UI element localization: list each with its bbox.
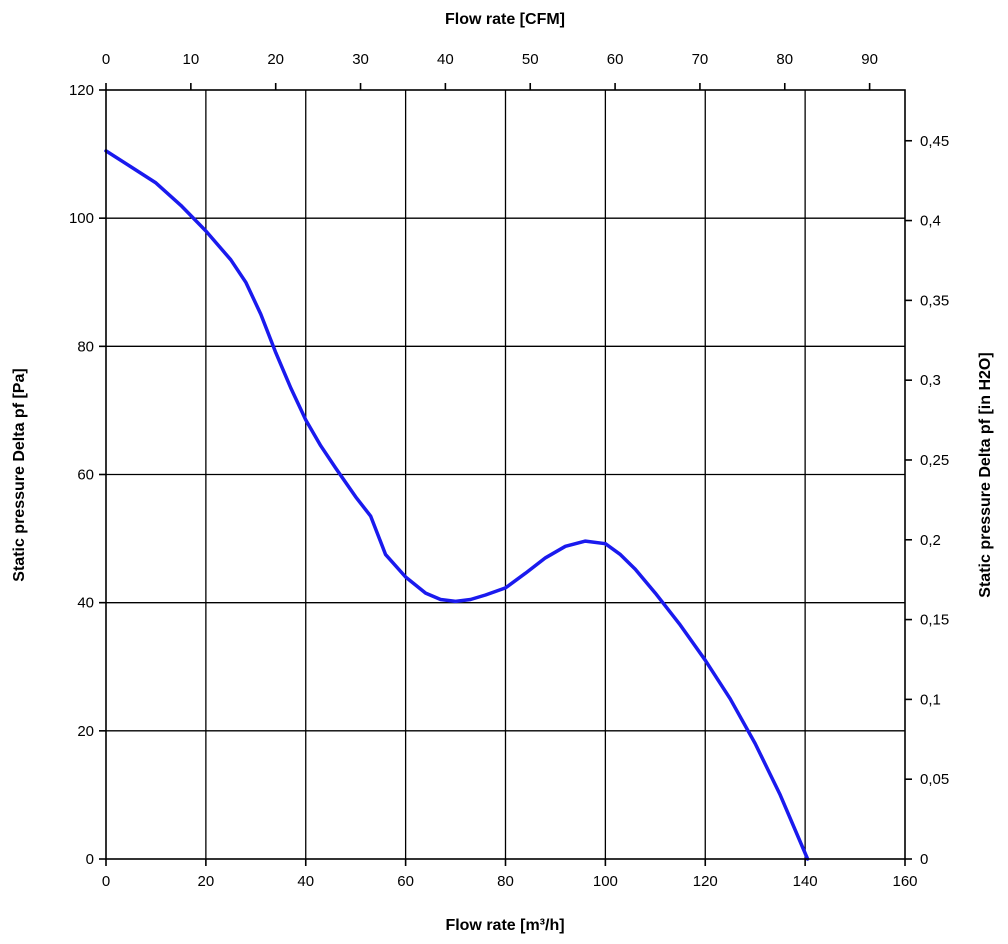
- y-tick-label: 120: [69, 82, 94, 99]
- x-tick-label: 0: [102, 873, 110, 890]
- y2-tick-label: 0,05: [920, 771, 949, 788]
- x-tick-label: 40: [297, 873, 314, 890]
- x-tick-label: 20: [198, 873, 215, 890]
- x-tick-label: 140: [793, 873, 818, 890]
- x2-tick-label: 20: [267, 51, 284, 68]
- grid-lines: [106, 90, 905, 859]
- x2-axis-title: Flow rate [CFM]: [445, 11, 565, 28]
- x2-tick-label: 60: [607, 51, 624, 68]
- pressure-curve: [104, 149, 810, 861]
- x2-tick-label: 90: [861, 51, 878, 68]
- axis-ticks: [99, 83, 912, 866]
- x2-tick-label: 80: [776, 51, 793, 68]
- x2-tick-label: 0: [102, 51, 110, 68]
- y-tick-label: 20: [77, 723, 94, 740]
- y-tick-label: 80: [77, 338, 94, 355]
- y-tick-label: 100: [69, 210, 94, 227]
- x-tick-label: 80: [497, 873, 514, 890]
- x2-tick-label: 50: [522, 51, 539, 68]
- y2-tick-label: 0: [920, 851, 928, 868]
- y2-tick-label: 0,4: [920, 213, 941, 230]
- y-tick-label: 60: [77, 467, 94, 484]
- y2-tick-label: 0,45: [920, 133, 949, 150]
- x2-tick-label: 70: [692, 51, 709, 68]
- x2-tick-label: 10: [183, 51, 200, 68]
- y-axis-title: Static pressure Delta pf [Pa]: [11, 368, 28, 581]
- y2-tick-label: 0,2: [920, 532, 941, 549]
- y2-tick-label: 0,15: [920, 612, 949, 629]
- y2-tick-label: 0,35: [920, 292, 949, 309]
- y-tick-label: 0: [86, 851, 94, 868]
- x-tick-label: 120: [693, 873, 718, 890]
- x-tick-label: 100: [593, 873, 618, 890]
- y-tick-label: 40: [77, 595, 94, 612]
- y2-axis-title: Static pressure Delta pf [in H2O]: [977, 352, 994, 597]
- y2-tick-label: 0,1: [920, 691, 941, 708]
- x-tick-label: 160: [892, 873, 917, 890]
- y2-tick-label: 0,3: [920, 372, 941, 389]
- x2-tick-label: 30: [352, 51, 369, 68]
- x-tick-label: 60: [397, 873, 414, 890]
- x2-tick-label: 40: [437, 51, 454, 68]
- series-layer: [104, 149, 810, 861]
- y2-tick-label: 0,25: [920, 452, 949, 469]
- x-axis-title: Flow rate [m³/h]: [445, 917, 564, 934]
